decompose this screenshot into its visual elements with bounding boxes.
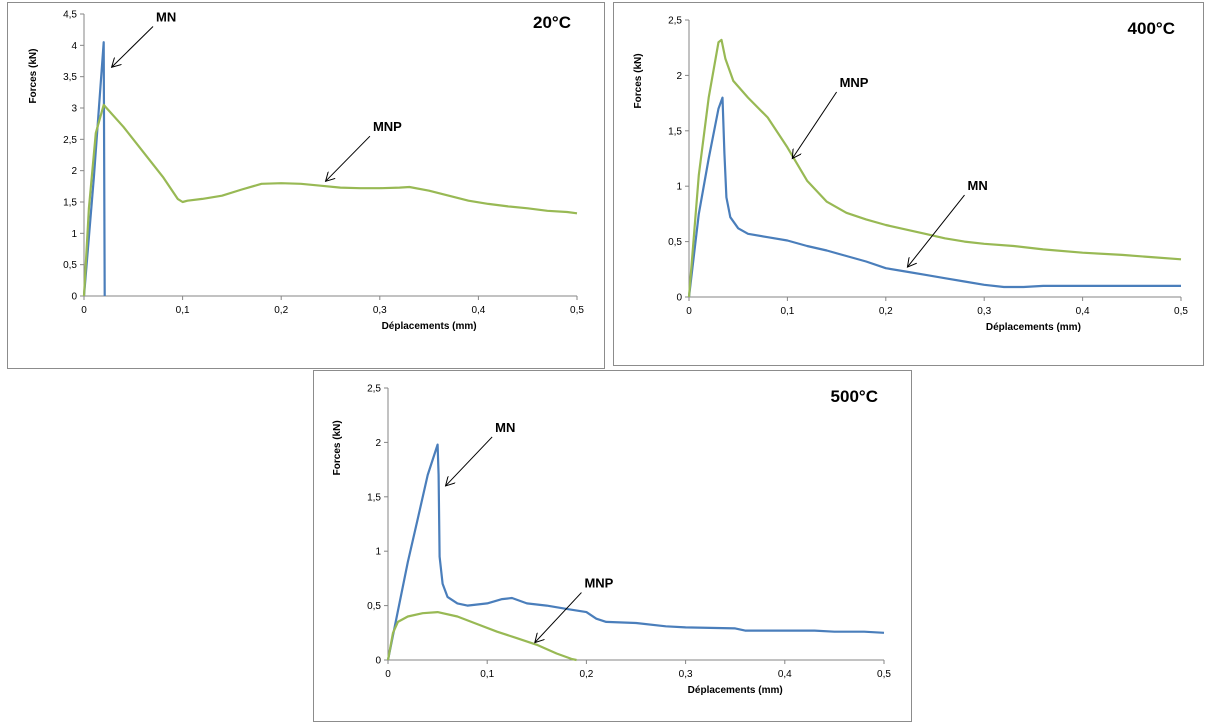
x-tick-label: 0,2: [274, 305, 288, 316]
annotation-arrow-mn: [112, 26, 154, 68]
y-tick-label: 1,5: [668, 126, 682, 137]
y-tick-label: 1,5: [367, 492, 381, 503]
annotation-label-mnp: MNP: [584, 576, 613, 591]
x-tick-label: 0,3: [679, 669, 693, 680]
x-tick-label: 0: [686, 306, 692, 317]
chart-title: 500°C: [831, 387, 878, 406]
annotation-label-mnp: MNP: [373, 119, 402, 134]
y-tick-label: 3: [71, 104, 77, 115]
y-tick-label: 1: [71, 229, 77, 240]
x-tick-label: 0,3: [373, 305, 387, 316]
chart-panel-20c: 0 0,5 1 1,5 2 2,5 3 3,5 4 4,5 0 0,1 0,2 0,3 0,4 0,5 Dépl…: [7, 2, 605, 369]
y-tick-label: 0: [375, 656, 381, 667]
chart-title: 20°C: [533, 13, 571, 32]
annotation-label-mn: MN: [156, 10, 176, 25]
chart-panel-500c: 0 0,5 1 1,5 2 2,5 0 0,1 0,2 0,3 0,4 0,5 Déplacements…: [313, 370, 912, 722]
y-tick-label: 2: [71, 166, 77, 177]
y-tick-label: 1,5: [63, 198, 77, 209]
y-tick-label: 2,5: [668, 16, 682, 27]
y-tick-label: 3,5: [63, 72, 77, 83]
x-tick-label: 0,1: [780, 306, 794, 317]
x-axis-label: Déplacements (mm): [986, 322, 1081, 333]
series-line-mn: [82, 41, 106, 297]
x-tick-label: 0,5: [1174, 306, 1188, 317]
x-tick-label: 0,4: [1076, 306, 1090, 317]
x-axis-label: Déplacements (mm): [382, 321, 477, 332]
x-tick-label: 0,3: [977, 306, 991, 317]
chart-title: 400°C: [1128, 19, 1175, 38]
y-axis-label: Forces (kN): [332, 420, 343, 475]
x-tick-label: 0,2: [879, 306, 893, 317]
annotation-arrow-mnp: [535, 592, 582, 643]
series-line-mn: [386, 443, 885, 661]
x-tick-label: 0,5: [570, 305, 584, 316]
y-tick-label: 0,5: [367, 601, 381, 612]
x-tick-label: 0,2: [579, 669, 593, 680]
series-line-mnp: [82, 103, 578, 297]
x-tick-label: 0: [385, 669, 391, 680]
y-tick-label: 1: [375, 547, 381, 558]
chart-500c: 0 0,5 1 1,5 2 2,5 0 0,1 0,2 0,3 0,4 0,5 Déplacements…: [332, 384, 891, 697]
series-line-mn: [687, 96, 1181, 298]
chart-20c: 0 0,5 1 1,5 2 2,5 3 3,5 4 4,5 0 0,1 0,2 0,3 0,4 0,5 Dépl…: [28, 10, 584, 333]
x-axis-label: Déplacements (mm): [688, 685, 783, 696]
annotation-label-mn: MN: [495, 420, 515, 435]
chart-400c: 0 0,5 1 1,5 2 2,5 0 0,1 0,2 0,3 0,4 0,5 Déplacements…: [633, 16, 1188, 334]
x-tick-label: 0,4: [778, 669, 792, 680]
chart-panel-400c: 0 0,5 1 1,5 2 2,5 0 0,1 0,2 0,3 0,4 0,5 Déplacements…: [613, 2, 1204, 366]
x-tick-label: 0,4: [471, 305, 485, 316]
y-tick-label: 2,5: [63, 135, 77, 146]
x-tick-label: 0,1: [176, 305, 190, 316]
annotation-arrow-mn: [907, 194, 965, 267]
y-tick-label: 2,5: [367, 384, 381, 395]
annotation-label-mn: MN: [968, 178, 988, 193]
y-tick-label: 4: [71, 41, 77, 52]
y-tick-label: 2: [676, 71, 682, 82]
annotation-label-mnp: MNP: [840, 75, 869, 90]
y-tick-label: 0,5: [63, 260, 77, 271]
y-tick-label: 0: [676, 293, 682, 304]
annotation-arrow-mn: [446, 436, 493, 486]
series-line-mnp: [687, 38, 1182, 298]
series-line-mnp: [386, 611, 577, 662]
y-axis-label: Forces (kN): [28, 49, 39, 104]
y-tick-label: 4,5: [63, 10, 77, 21]
y-tick-label: 0,5: [668, 237, 682, 248]
y-axis-label: Forces (kN): [633, 53, 644, 108]
y-tick-label: 2: [375, 438, 381, 449]
annotation-arrow-mnp: [792, 91, 838, 158]
x-tick-label: 0,1: [480, 669, 494, 680]
x-tick-label: 0: [81, 305, 87, 316]
y-tick-label: 1: [676, 182, 682, 193]
y-tick-label: 0: [71, 292, 77, 303]
x-tick-label: 0,5: [877, 669, 891, 680]
annotation-arrow-mnp: [326, 135, 371, 181]
